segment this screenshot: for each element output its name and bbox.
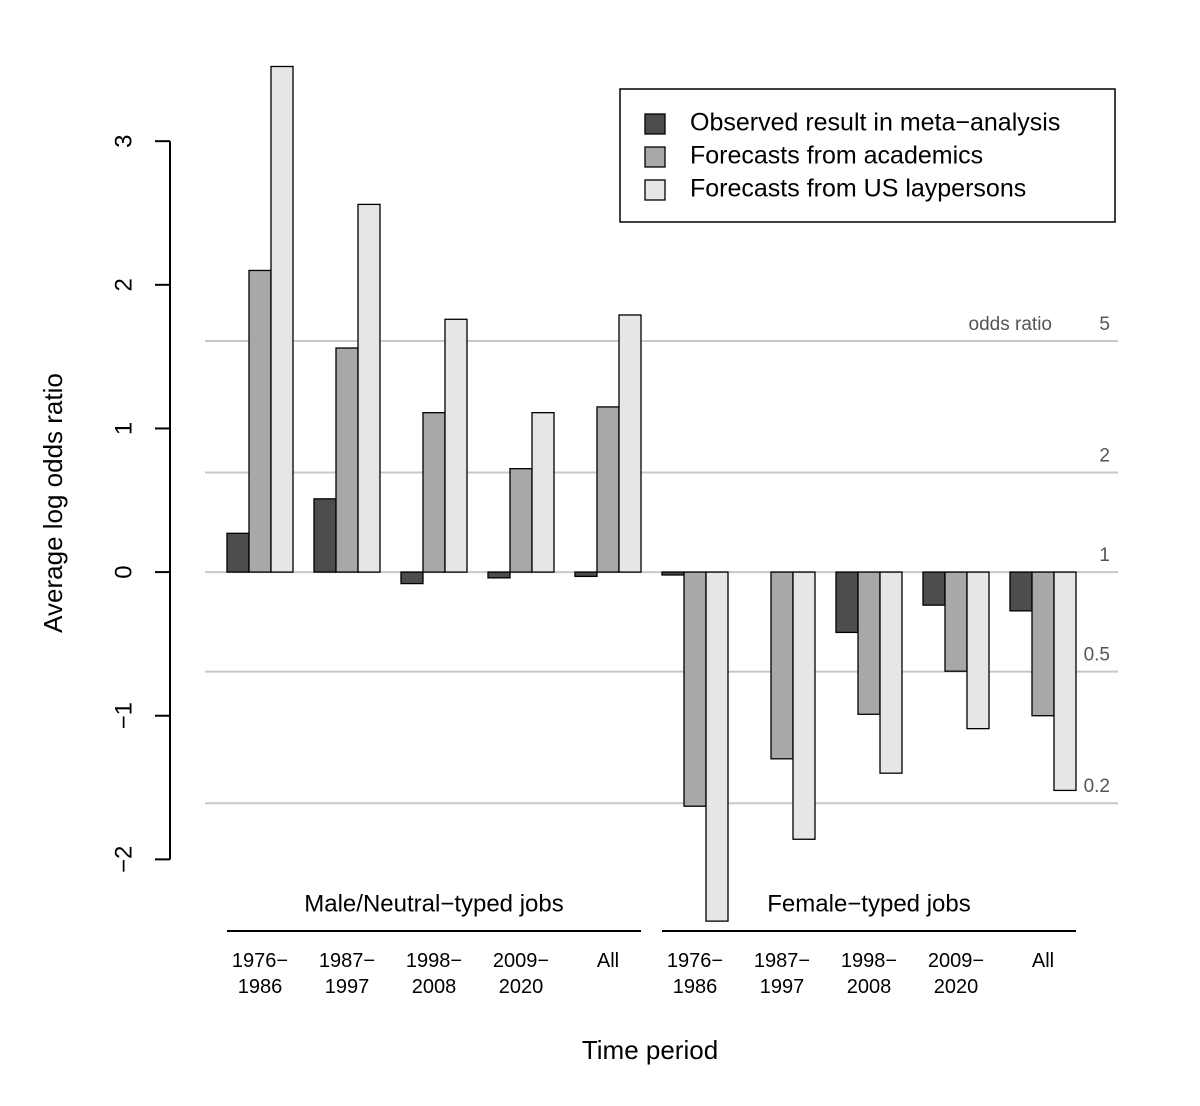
legend-label: Forecasts from academics: [690, 142, 983, 170]
y-tick-label: −1: [110, 702, 137, 729]
legend-swatch: [644, 179, 666, 201]
x-tick-label: 1987− 1997: [754, 950, 810, 998]
x-tick-label: 1998− 2008: [841, 950, 897, 998]
bar: [574, 571, 598, 578]
x-tick-label: 2009− 2020: [493, 950, 549, 998]
reference-label: 5: [1099, 314, 1110, 335]
y-tick-label: 0: [110, 565, 137, 578]
bar: [509, 468, 533, 573]
x-tick-label: 1998− 2008: [406, 950, 462, 998]
bar: [596, 406, 620, 573]
bar: [1053, 571, 1077, 792]
bar: [618, 314, 642, 573]
bar: [683, 571, 707, 807]
bar: [400, 571, 424, 585]
x-tick-label: 2009− 2020: [928, 950, 984, 998]
y-axis-label: Average log odds ratio: [38, 373, 68, 633]
bar: [879, 571, 903, 774]
reference-title: odds ratio: [969, 314, 1052, 335]
bar: [444, 318, 468, 573]
x-tick-label: All: [1032, 950, 1054, 972]
y-tick-label: 3: [110, 135, 137, 148]
bar: [1009, 571, 1033, 612]
y-tick-label: 1: [110, 422, 137, 435]
x-axis-label: Time period: [582, 1035, 718, 1065]
x-tick-label: 1987− 1997: [319, 950, 375, 998]
reference-label: 0.2: [1084, 776, 1110, 797]
bar: [966, 571, 990, 730]
y-tick-label: 2: [110, 278, 137, 291]
legend-label: Forecasts from US laypersons: [690, 175, 1026, 203]
bar: [270, 65, 294, 573]
bar: [335, 347, 359, 573]
x-tick-label: 1976− 1986: [667, 950, 723, 998]
bar: [357, 203, 381, 573]
bar: [422, 412, 446, 573]
bar: [835, 571, 859, 634]
y-tick-label: −2: [110, 846, 137, 873]
reference-label: 2: [1099, 446, 1110, 467]
bar: [248, 269, 272, 573]
bar: [857, 571, 881, 715]
x-tick-label: All: [597, 950, 619, 972]
legend-swatch: [644, 146, 666, 168]
bar: [661, 571, 685, 576]
bar: [226, 532, 250, 573]
bar: [313, 498, 337, 573]
group-label: Male/Neutral−typed jobs: [304, 890, 563, 917]
bar: [792, 571, 816, 840]
bar: [922, 571, 946, 606]
group-label: Female−typed jobs: [767, 890, 970, 917]
legend-label: Observed result in meta−analysis: [690, 109, 1060, 137]
legend-box: [619, 88, 1116, 223]
legend-swatch: [644, 113, 666, 135]
bar: [531, 412, 555, 573]
reference-label: 1: [1099, 545, 1110, 566]
x-tick-label: 1976− 1986: [232, 950, 288, 998]
bar: [944, 571, 968, 672]
bar: [1031, 571, 1055, 717]
bar: [705, 571, 729, 922]
bar: [770, 571, 794, 760]
reference-label: 0.5: [1084, 645, 1110, 666]
bar: [487, 571, 511, 579]
